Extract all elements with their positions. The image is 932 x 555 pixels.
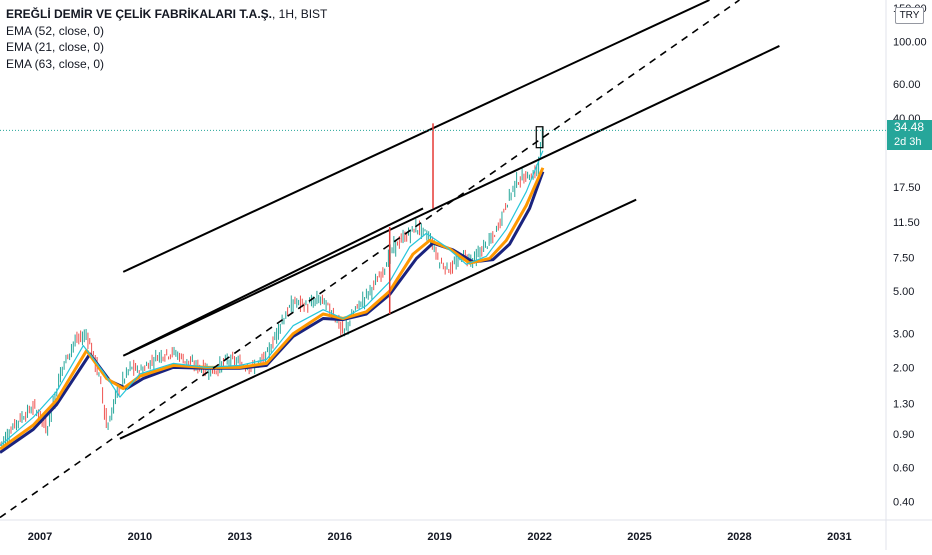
trendlines-group[interactable] xyxy=(0,0,780,519)
time-tick-label[interactable]: 2016 xyxy=(328,531,352,543)
symbol-name: EREĞLİ DEMİR VE ÇELİK FABRİKALARI T.A.Ş. xyxy=(6,7,273,21)
price-tick-label[interactable]: 5.00 xyxy=(893,286,914,298)
indicator-ema-63[interactable]: EMA (63, close, 0) xyxy=(6,56,105,71)
symbol-interval: , 1H, BIST xyxy=(272,7,328,21)
price-axis-labels[interactable]: 150.00100.0060.0040.0017.5011.507.505.00… xyxy=(893,3,927,508)
price-tick-label[interactable]: 7.50 xyxy=(893,252,914,264)
chart-legend: EREĞLİ DEMİR VE ÇELİK FABRİKALARI T.A.Ş.… xyxy=(6,6,327,72)
last-price-value: 34.48 xyxy=(894,120,925,134)
time-tick-label[interactable]: 2022 xyxy=(527,531,551,543)
time-tick-label[interactable]: 2007 xyxy=(28,531,52,543)
indicator-ema-21[interactable]: EMA (21, close, 0) xyxy=(6,40,105,54)
time-tick-label[interactable]: 2013 xyxy=(228,531,252,543)
ema-line-21 xyxy=(0,150,544,447)
currency-badge[interactable]: TRY xyxy=(895,7,924,24)
price-tick-label[interactable]: 100.00 xyxy=(893,37,927,49)
price-tick-label[interactable]: 3.00 xyxy=(893,329,914,341)
price-tick-label[interactable]: 1.30 xyxy=(893,398,914,410)
upper-channel-line[interactable] xyxy=(122,0,710,273)
ema-line-52 xyxy=(0,167,545,451)
price-tick-label[interactable]: 60.00 xyxy=(893,79,921,91)
price-tick-label[interactable]: 0.90 xyxy=(893,429,914,441)
symbol-title[interactable]: EREĞLİ DEMİR VE ÇELİK FABRİKALARI T.A.Ş.… xyxy=(6,6,327,23)
ema-group xyxy=(0,150,545,454)
lower-channel-line[interactable] xyxy=(119,198,637,440)
time-tick-label[interactable]: 2019 xyxy=(427,531,451,543)
price-tick-label[interactable]: 17.50 xyxy=(893,182,921,194)
price-tick-label[interactable]: 0.40 xyxy=(893,496,914,508)
time-tick-label[interactable]: 2031 xyxy=(827,531,851,543)
indicator-ema-52[interactable]: EMA (52, close, 0) xyxy=(6,23,105,38)
time-tick-label[interactable]: 2025 xyxy=(627,531,651,543)
bar-countdown: 2d 3h xyxy=(894,136,922,148)
inner-upper-line[interactable] xyxy=(129,207,424,354)
price-tick-label[interactable]: 2.00 xyxy=(893,362,914,374)
time-tick-label[interactable]: 2028 xyxy=(727,531,751,543)
markers-group[interactable] xyxy=(388,123,544,314)
last-bar-box[interactable] xyxy=(535,126,544,149)
price-tick-label[interactable]: 0.60 xyxy=(893,463,914,475)
price-tick-label[interactable]: 11.50 xyxy=(893,217,920,229)
time-axis-labels[interactable]: 2007 2010 2013 2016 2019 2022 2025 2028 2031 xyxy=(28,531,852,543)
time-tick-label[interactable]: 2010 xyxy=(128,531,152,543)
chart-background xyxy=(0,0,886,520)
last-price-label: 34.48 2d 3h xyxy=(887,120,932,150)
